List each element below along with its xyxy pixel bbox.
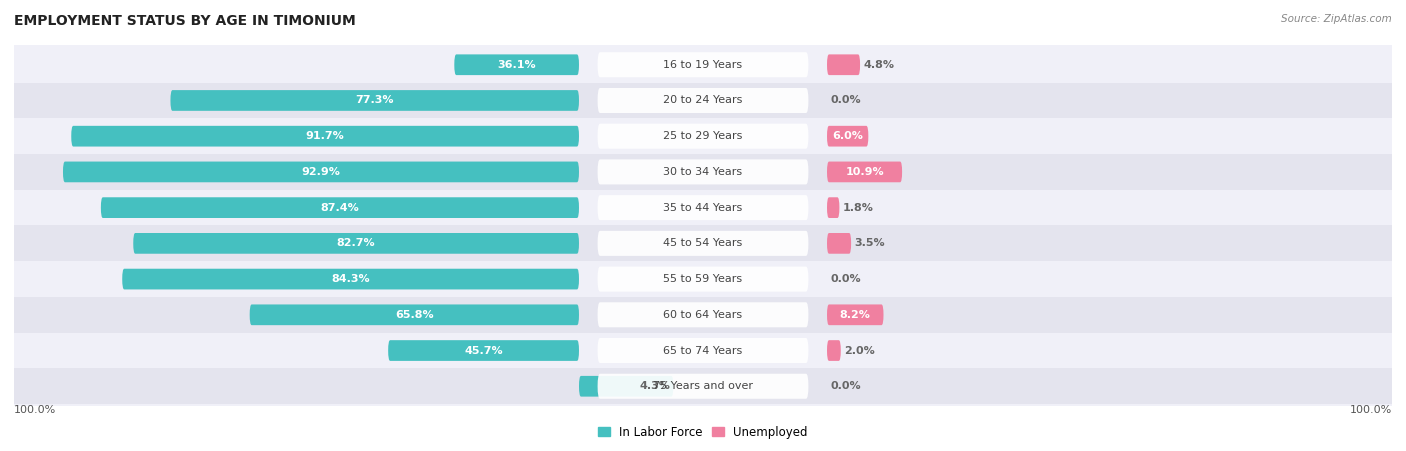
- FancyBboxPatch shape: [454, 55, 579, 75]
- FancyBboxPatch shape: [827, 126, 869, 147]
- FancyBboxPatch shape: [827, 197, 839, 218]
- Text: 65 to 74 Years: 65 to 74 Years: [664, 345, 742, 355]
- Text: 3.5%: 3.5%: [855, 239, 886, 249]
- FancyBboxPatch shape: [598, 374, 808, 399]
- Text: 4.8%: 4.8%: [863, 60, 894, 70]
- FancyBboxPatch shape: [827, 340, 841, 361]
- FancyBboxPatch shape: [598, 195, 808, 220]
- FancyBboxPatch shape: [101, 197, 579, 218]
- Text: 0.0%: 0.0%: [831, 96, 860, 106]
- FancyBboxPatch shape: [579, 376, 673, 396]
- FancyBboxPatch shape: [250, 304, 579, 325]
- Text: 36.1%: 36.1%: [498, 60, 536, 70]
- FancyBboxPatch shape: [598, 338, 808, 363]
- Text: 77.3%: 77.3%: [356, 96, 394, 106]
- Text: 100.0%: 100.0%: [14, 405, 56, 415]
- Text: 82.7%: 82.7%: [337, 239, 375, 249]
- FancyBboxPatch shape: [170, 90, 579, 111]
- FancyBboxPatch shape: [122, 269, 579, 290]
- Text: 25 to 29 Years: 25 to 29 Years: [664, 131, 742, 141]
- Text: 30 to 34 Years: 30 to 34 Years: [664, 167, 742, 177]
- Text: 84.3%: 84.3%: [332, 274, 370, 284]
- Text: 35 to 44 Years: 35 to 44 Years: [664, 202, 742, 212]
- FancyBboxPatch shape: [827, 161, 903, 182]
- FancyBboxPatch shape: [134, 233, 579, 254]
- FancyBboxPatch shape: [598, 159, 808, 184]
- FancyBboxPatch shape: [388, 340, 579, 361]
- Text: 60 to 64 Years: 60 to 64 Years: [664, 310, 742, 320]
- Text: EMPLOYMENT STATUS BY AGE IN TIMONIUM: EMPLOYMENT STATUS BY AGE IN TIMONIUM: [14, 14, 356, 28]
- FancyBboxPatch shape: [598, 302, 808, 327]
- FancyBboxPatch shape: [827, 55, 860, 75]
- Bar: [14, 118, 1392, 154]
- Text: 0.0%: 0.0%: [831, 274, 860, 284]
- Text: 75 Years and over: 75 Years and over: [652, 381, 754, 391]
- Text: 2.0%: 2.0%: [844, 345, 875, 355]
- FancyBboxPatch shape: [598, 124, 808, 149]
- Text: 91.7%: 91.7%: [305, 131, 344, 141]
- Text: 65.8%: 65.8%: [395, 310, 433, 320]
- Legend: In Labor Force, Unemployed: In Labor Force, Unemployed: [593, 421, 813, 443]
- Text: 87.4%: 87.4%: [321, 202, 360, 212]
- Bar: [14, 154, 1392, 190]
- Text: 4.3%: 4.3%: [640, 381, 669, 391]
- FancyBboxPatch shape: [598, 88, 808, 113]
- Text: 8.2%: 8.2%: [839, 310, 870, 320]
- Text: 55 to 59 Years: 55 to 59 Years: [664, 274, 742, 284]
- Text: 16 to 19 Years: 16 to 19 Years: [664, 60, 742, 70]
- Bar: [14, 368, 1392, 404]
- Text: Source: ZipAtlas.com: Source: ZipAtlas.com: [1281, 14, 1392, 23]
- Text: 20 to 24 Years: 20 to 24 Years: [664, 96, 742, 106]
- Text: 1.8%: 1.8%: [842, 202, 873, 212]
- Text: 45 to 54 Years: 45 to 54 Years: [664, 239, 742, 249]
- Bar: [14, 47, 1392, 83]
- FancyBboxPatch shape: [598, 231, 808, 256]
- Text: 10.9%: 10.9%: [845, 167, 884, 177]
- Bar: [14, 297, 1392, 333]
- FancyBboxPatch shape: [827, 233, 851, 254]
- Text: 92.9%: 92.9%: [301, 167, 340, 177]
- Text: 100.0%: 100.0%: [1350, 405, 1392, 415]
- FancyBboxPatch shape: [72, 126, 579, 147]
- Bar: [14, 190, 1392, 226]
- Text: 0.0%: 0.0%: [831, 381, 860, 391]
- Bar: [14, 333, 1392, 368]
- Bar: [14, 83, 1392, 118]
- Bar: [14, 261, 1392, 297]
- Bar: [14, 226, 1392, 261]
- Text: 6.0%: 6.0%: [832, 131, 863, 141]
- Text: 45.7%: 45.7%: [464, 345, 503, 355]
- FancyBboxPatch shape: [63, 161, 579, 182]
- FancyBboxPatch shape: [598, 267, 808, 292]
- FancyBboxPatch shape: [827, 304, 883, 325]
- FancyBboxPatch shape: [598, 52, 808, 77]
